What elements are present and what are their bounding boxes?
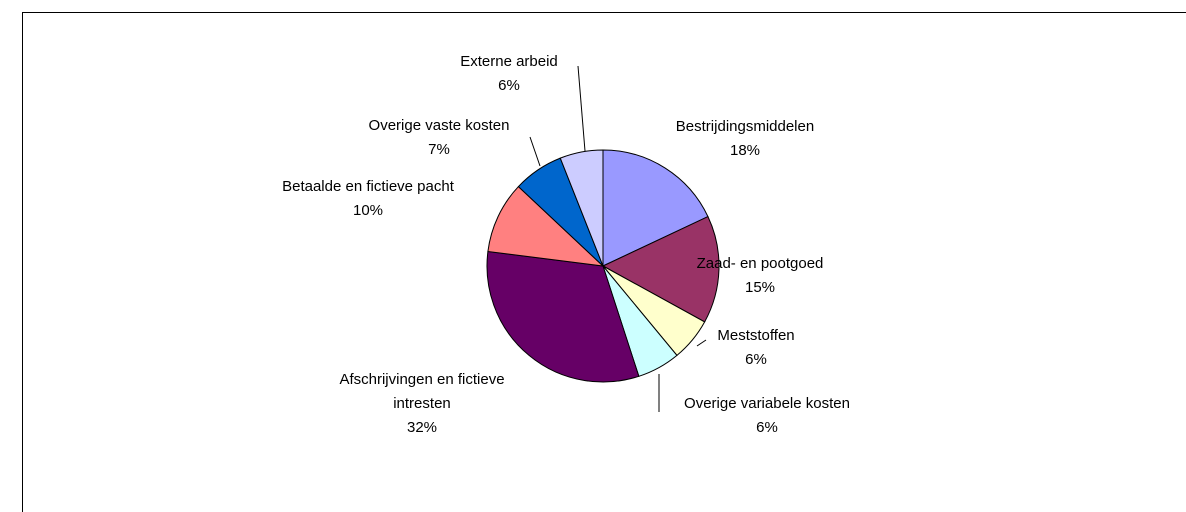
slice-label: Zaad- en pootgoed 15%	[660, 252, 860, 300]
category-name: Betaalde en fictieve pacht	[282, 178, 454, 195]
slice-label: Externe arbeid 6%	[429, 50, 589, 98]
category-name: Meststoffen	[717, 327, 795, 344]
slice-label: Afschrijvingen en fictieve intresten 32%	[312, 368, 532, 440]
slice-label: Meststoffen 6%	[696, 324, 816, 372]
category-name: Externe arbeid	[460, 53, 558, 70]
value-label: 10%	[352, 202, 384, 219]
slice-label: Betaalde en fictieve pacht 10%	[248, 175, 488, 223]
slice-label: Bestrijdingsmiddelen 18%	[645, 115, 845, 163]
value-label: 6%	[498, 77, 520, 94]
pie-slice	[602, 149, 709, 267]
pie	[486, 149, 720, 383]
pie-slice	[487, 185, 605, 267]
pie-slice	[601, 215, 720, 323]
value-label: 7%	[428, 141, 450, 158]
category-name: Zaad- en pootgoed	[696, 255, 824, 272]
value-label: 32%	[406, 419, 438, 436]
value-label: 15%	[744, 279, 776, 296]
slice-label: Overige variabele kosten 6%	[647, 392, 887, 440]
leader-lines	[529, 65, 707, 412]
slice-label: Overige vaste kosten 7%	[329, 114, 549, 162]
leader-line	[577, 65, 586, 152]
value-label: 6%	[756, 419, 778, 436]
category-name: Afschrijvingen en fictieve intresten	[339, 371, 505, 412]
value-label: 6%	[745, 351, 767, 368]
leader-line	[529, 136, 541, 167]
category-name: Bestrijdingsmiddelen	[675, 118, 815, 135]
category-name: Overige variabele kosten	[684, 395, 850, 412]
pie-slice	[486, 250, 640, 383]
leader-line	[696, 339, 707, 347]
category-name: Overige vaste kosten	[368, 117, 510, 134]
pie-slice	[559, 149, 604, 267]
value-label: 18%	[729, 142, 761, 159]
